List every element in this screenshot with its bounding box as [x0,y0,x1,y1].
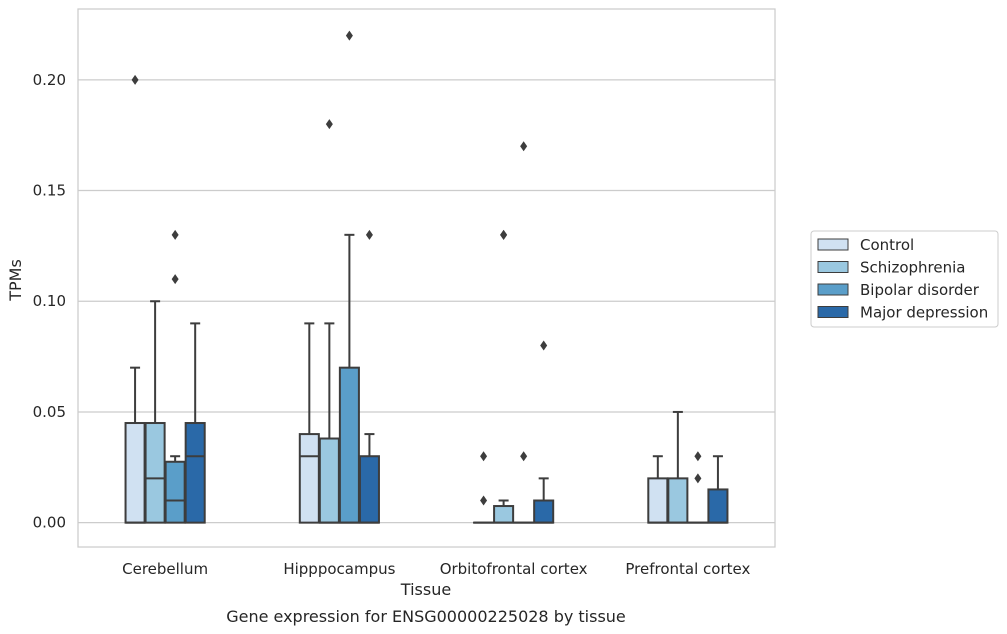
legend-entry-label: Schizophrenia [860,259,965,277]
x-tick-labels: Cerebellum Hipppocampus Orbitofrontal cort… [122,560,750,578]
outlier-point [694,451,702,462]
legend-entry-label: Control [860,236,914,254]
box-group [667,410,689,524]
x-axis-label: Tissue [400,580,451,599]
legend-frame [810,230,999,328]
y-tick-label: 0.00 [33,514,66,532]
legend-swatch [817,283,849,296]
x-tick-label: Prefrontal cortex [625,560,750,578]
grid-lines [78,79,775,524]
outlier-point [480,451,488,462]
outlier-point [131,74,139,85]
box [124,422,146,524]
box [144,422,166,524]
box [707,488,729,524]
x-tick-label: Cerebellum [122,560,208,578]
box-group [707,455,729,524]
box-group [318,119,340,524]
outlier-point [325,119,333,130]
boxes [124,30,729,524]
y-tick-label: 0.05 [33,403,66,421]
legend-entry-label: Bipolar disorder [860,281,980,299]
box [493,505,515,524]
outlier-point [480,495,488,506]
box-group [164,229,186,524]
box-group [647,455,669,524]
box-group [533,340,555,524]
box [667,477,689,524]
box-group [184,322,206,524]
box [358,455,380,524]
box-group [124,74,146,524]
y-tick-label: 0.10 [33,292,66,310]
y-tick-label: 0.15 [33,182,66,200]
legend: Control Schizophrenia Bipolar disorder Majo… [810,230,999,328]
x-tick-label: Hipppocampus [283,560,395,578]
box [533,499,555,524]
outlier-point [500,229,508,240]
box [647,477,669,524]
box [184,422,206,524]
box [318,437,340,524]
legend-swatch [817,261,849,273]
outlier-point [365,229,373,240]
outlier-point [520,141,528,152]
y-tick-labels: 0.00 0.05 0.10 0.15 0.20 [33,71,66,532]
outlier-point [171,229,179,240]
box [298,433,320,524]
box-group [493,229,515,524]
outlier-point [694,473,702,484]
outlier-point [540,340,548,351]
box-group [144,300,166,524]
box-group [513,141,535,524]
legend-swatch [817,238,849,251]
legend-swatch [817,306,849,318]
box [338,366,360,524]
outlier-point [345,30,353,41]
chart-caption: Gene expression for ENSG00000225028 by t… [226,607,626,626]
plot-area [77,8,776,548]
box-group [298,322,320,524]
y-axis-label: TPMs [6,259,25,302]
box-group [687,451,709,524]
y-tick-label: 0.20 [33,71,66,89]
x-tick-label: Orbitofrontal cortex [440,560,588,578]
outlier-point [171,274,179,285]
box [164,460,186,524]
outlier-point [520,451,528,462]
box-group [358,229,380,524]
box-group [473,451,495,524]
legend-entry-label: Major depression [860,304,988,322]
box-group [338,30,360,524]
